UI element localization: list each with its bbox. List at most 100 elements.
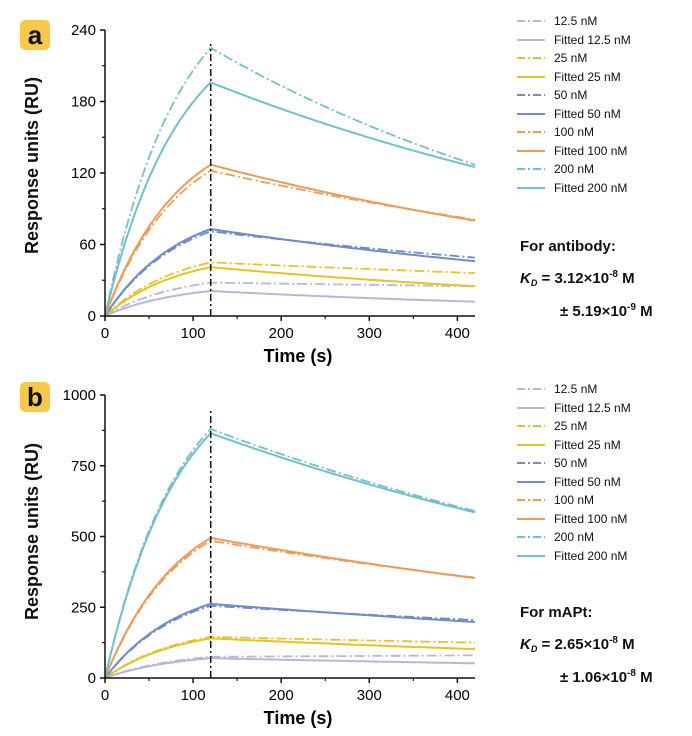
y-tick-label: 750	[71, 458, 96, 475]
kd-error: ± 1.06×10-8 M	[560, 668, 653, 686]
series-line-fitted-50-nm	[104, 602, 476, 679]
y-tick-label: 250	[71, 599, 96, 616]
y-tick-label: 500	[71, 529, 96, 546]
x-tick-label: 400	[445, 325, 470, 342]
legend-label: Fitted 100 nM	[554, 143, 628, 158]
x-axis-label: Time (s)	[264, 346, 333, 366]
legend-label: Fitted 200 nM	[554, 548, 628, 563]
legend-label: Fitted 12.5 nM	[554, 400, 631, 415]
legend-item: 200 nM	[516, 528, 686, 547]
panel-a: a Response units (RU) 0 60 120 180 240 0 100 20…	[20, 12, 690, 366]
y-tick-label: 60	[79, 237, 96, 254]
legend-item: Fitted 12.5 nM	[516, 399, 686, 418]
kd-error: ± 5.19×10-9 M	[560, 302, 653, 320]
legend-swatch	[517, 425, 545, 428]
legend-item: 50 nM	[516, 454, 686, 473]
legend-swatch	[517, 112, 545, 115]
series-line-fitted-25-nm	[104, 266, 476, 317]
legend-swatch	[517, 443, 545, 446]
legend-item: 200 nM	[516, 160, 686, 179]
legend-item: Fitted 50 nM	[516, 473, 686, 492]
legend-label: Fitted 100 nM	[554, 511, 628, 526]
series-line-12-5-nm	[104, 654, 475, 679]
legend-swatch	[517, 20, 545, 23]
legend-item: Fitted 100 nM	[516, 142, 686, 161]
legend-label: Fitted 12.5 nM	[554, 32, 631, 47]
legend-swatch	[517, 536, 545, 539]
x-tick-label: 300	[357, 325, 382, 342]
series-line-12-5-nm	[104, 281, 475, 317]
legend-label: Fitted 25 nM	[554, 437, 621, 452]
legend-swatch	[517, 38, 545, 41]
x-tick-label: 0	[101, 687, 109, 704]
series-line-fitted-12-5-nm	[104, 657, 476, 679]
series-line-fitted-50-nm	[104, 227, 476, 317]
legend-item: 50 nM	[516, 86, 686, 105]
legend-swatch	[517, 554, 545, 557]
x-tick-label: 200	[269, 687, 294, 704]
legend: 12.5 nM Fitted 12.5 nM 25 nM Fitted 25 nM 50…	[516, 380, 686, 565]
legend-label: Fitted 200 nM	[554, 180, 628, 195]
y-tick-label: 120	[71, 165, 96, 182]
x-tick-label: 200	[269, 325, 294, 342]
legend-item: Fitted 50 nM	[516, 105, 686, 124]
legend-item: 25 nM	[516, 417, 686, 436]
series-line-200-nm	[104, 427, 476, 679]
legend-label: Fitted 25 nM	[554, 69, 621, 84]
legend-swatch	[517, 149, 545, 152]
legend-label: 12.5 nM	[554, 14, 598, 29]
legend-swatch	[517, 131, 545, 134]
series-line-25-nm	[104, 261, 476, 317]
legend-label: 50 nM	[554, 88, 588, 103]
legend-swatch	[517, 57, 545, 60]
legend-swatch	[517, 388, 545, 391]
chart-a: 0 60 120 180 240 0 100 200 300 400 Time (s)	[71, 22, 476, 366]
legend-label: 25 nM	[554, 51, 588, 66]
series-line-fitted-200-nm	[104, 432, 476, 679]
legend-swatch	[517, 480, 545, 483]
legend-item: Fitted 12.5 nM	[516, 31, 686, 50]
x-tick-label: 100	[181, 325, 206, 342]
panel-b: b Response units (RU) 0 250 500 750 1000 0 100…	[0, 368, 692, 736]
legend-item: 100 nM	[516, 491, 686, 510]
legend-swatch	[517, 517, 545, 520]
legend-item: Fitted 200 nM	[516, 179, 686, 198]
x-axis-label: Time (s)	[264, 708, 333, 728]
series-line-fitted-12-5-nm	[104, 289, 476, 317]
legend-item: 25 nM	[516, 49, 686, 68]
kd-title: For mAPt:	[520, 604, 593, 621]
y-tick-label: 0	[88, 308, 96, 325]
kd-annotation: For antibody: KD = 3.12×10-8 M ± 5.19×10…	[520, 238, 690, 320]
kd-title: For antibody:	[520, 238, 616, 255]
legend-swatch	[517, 462, 545, 465]
x-tick-label: 0	[101, 325, 109, 342]
panel-badge: a	[20, 20, 50, 50]
legend-item: Fitted 25 nM	[516, 436, 686, 455]
x-tick-label: 400	[445, 687, 470, 704]
series-line-fitted-25-nm	[104, 637, 476, 679]
legend-item: Fitted 25 nM	[516, 68, 686, 87]
y-tick-label: 240	[71, 22, 96, 39]
kd-value: KD = 2.65×10-8 M	[520, 635, 635, 654]
legend-label: 25 nM	[554, 419, 588, 434]
legend-label: 200 nM	[554, 530, 595, 545]
legend-swatch	[517, 186, 545, 189]
series-line-fitted-200-nm	[104, 81, 476, 317]
series-line-fitted-100-nm	[104, 163, 476, 317]
legend-swatch	[517, 94, 545, 97]
kd-value: KD = 3.12×10-8 M	[520, 269, 635, 288]
legend-item: 12.5 nM	[516, 380, 686, 399]
legend-swatch	[517, 75, 545, 78]
legend-label: 12.5 nM	[554, 382, 598, 397]
legend: 12.5 nM Fitted 12.5 nM 25 nM Fitted 25 nM 50…	[516, 12, 686, 197]
legend-label: 100 nM	[554, 493, 595, 508]
series-line-50-nm	[104, 604, 476, 679]
x-tick-label: 100	[181, 687, 206, 704]
legend-label: Fitted 50 nM	[554, 474, 621, 489]
legend-swatch	[517, 168, 545, 171]
legend-swatch	[517, 406, 545, 409]
series-line-25-nm	[104, 636, 475, 679]
y-tick-label: 0	[88, 670, 96, 687]
legend-label: 200 nM	[554, 162, 595, 177]
legend-item: Fitted 200 nM	[516, 547, 686, 566]
